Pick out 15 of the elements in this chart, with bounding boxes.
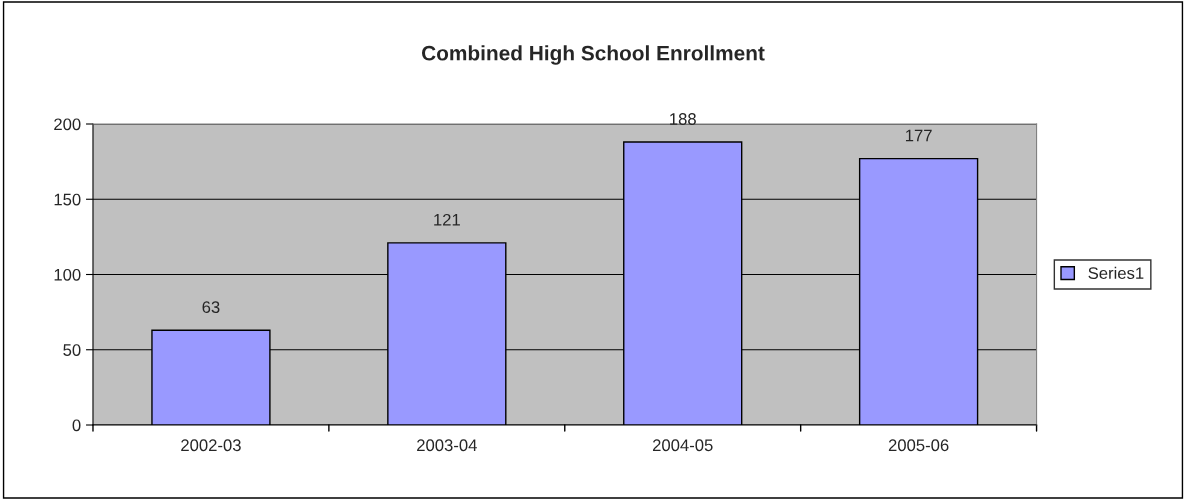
x-tick-label: 2002-03	[181, 439, 241, 452]
data-label: 188	[670, 113, 696, 125]
y-tick-label: 50	[63, 344, 81, 356]
chart-title: Combined High School Enrollment	[421, 45, 765, 65]
x-tick-label: 2004-05	[652, 439, 713, 452]
y-tick-label: 100	[54, 268, 81, 281]
data-label: 121	[434, 213, 460, 226]
y-tick-label: 150	[54, 193, 81, 206]
data-label: 177	[905, 129, 932, 142]
x-tick-label: 2003-04	[417, 439, 477, 452]
x-tick-label: 2005-06	[888, 439, 949, 452]
y-tick-label: 0	[72, 419, 81, 432]
data-label: 63	[202, 301, 220, 313]
y-tick-label: 200	[54, 118, 81, 131]
legend-label: Series1	[1088, 266, 1144, 280]
